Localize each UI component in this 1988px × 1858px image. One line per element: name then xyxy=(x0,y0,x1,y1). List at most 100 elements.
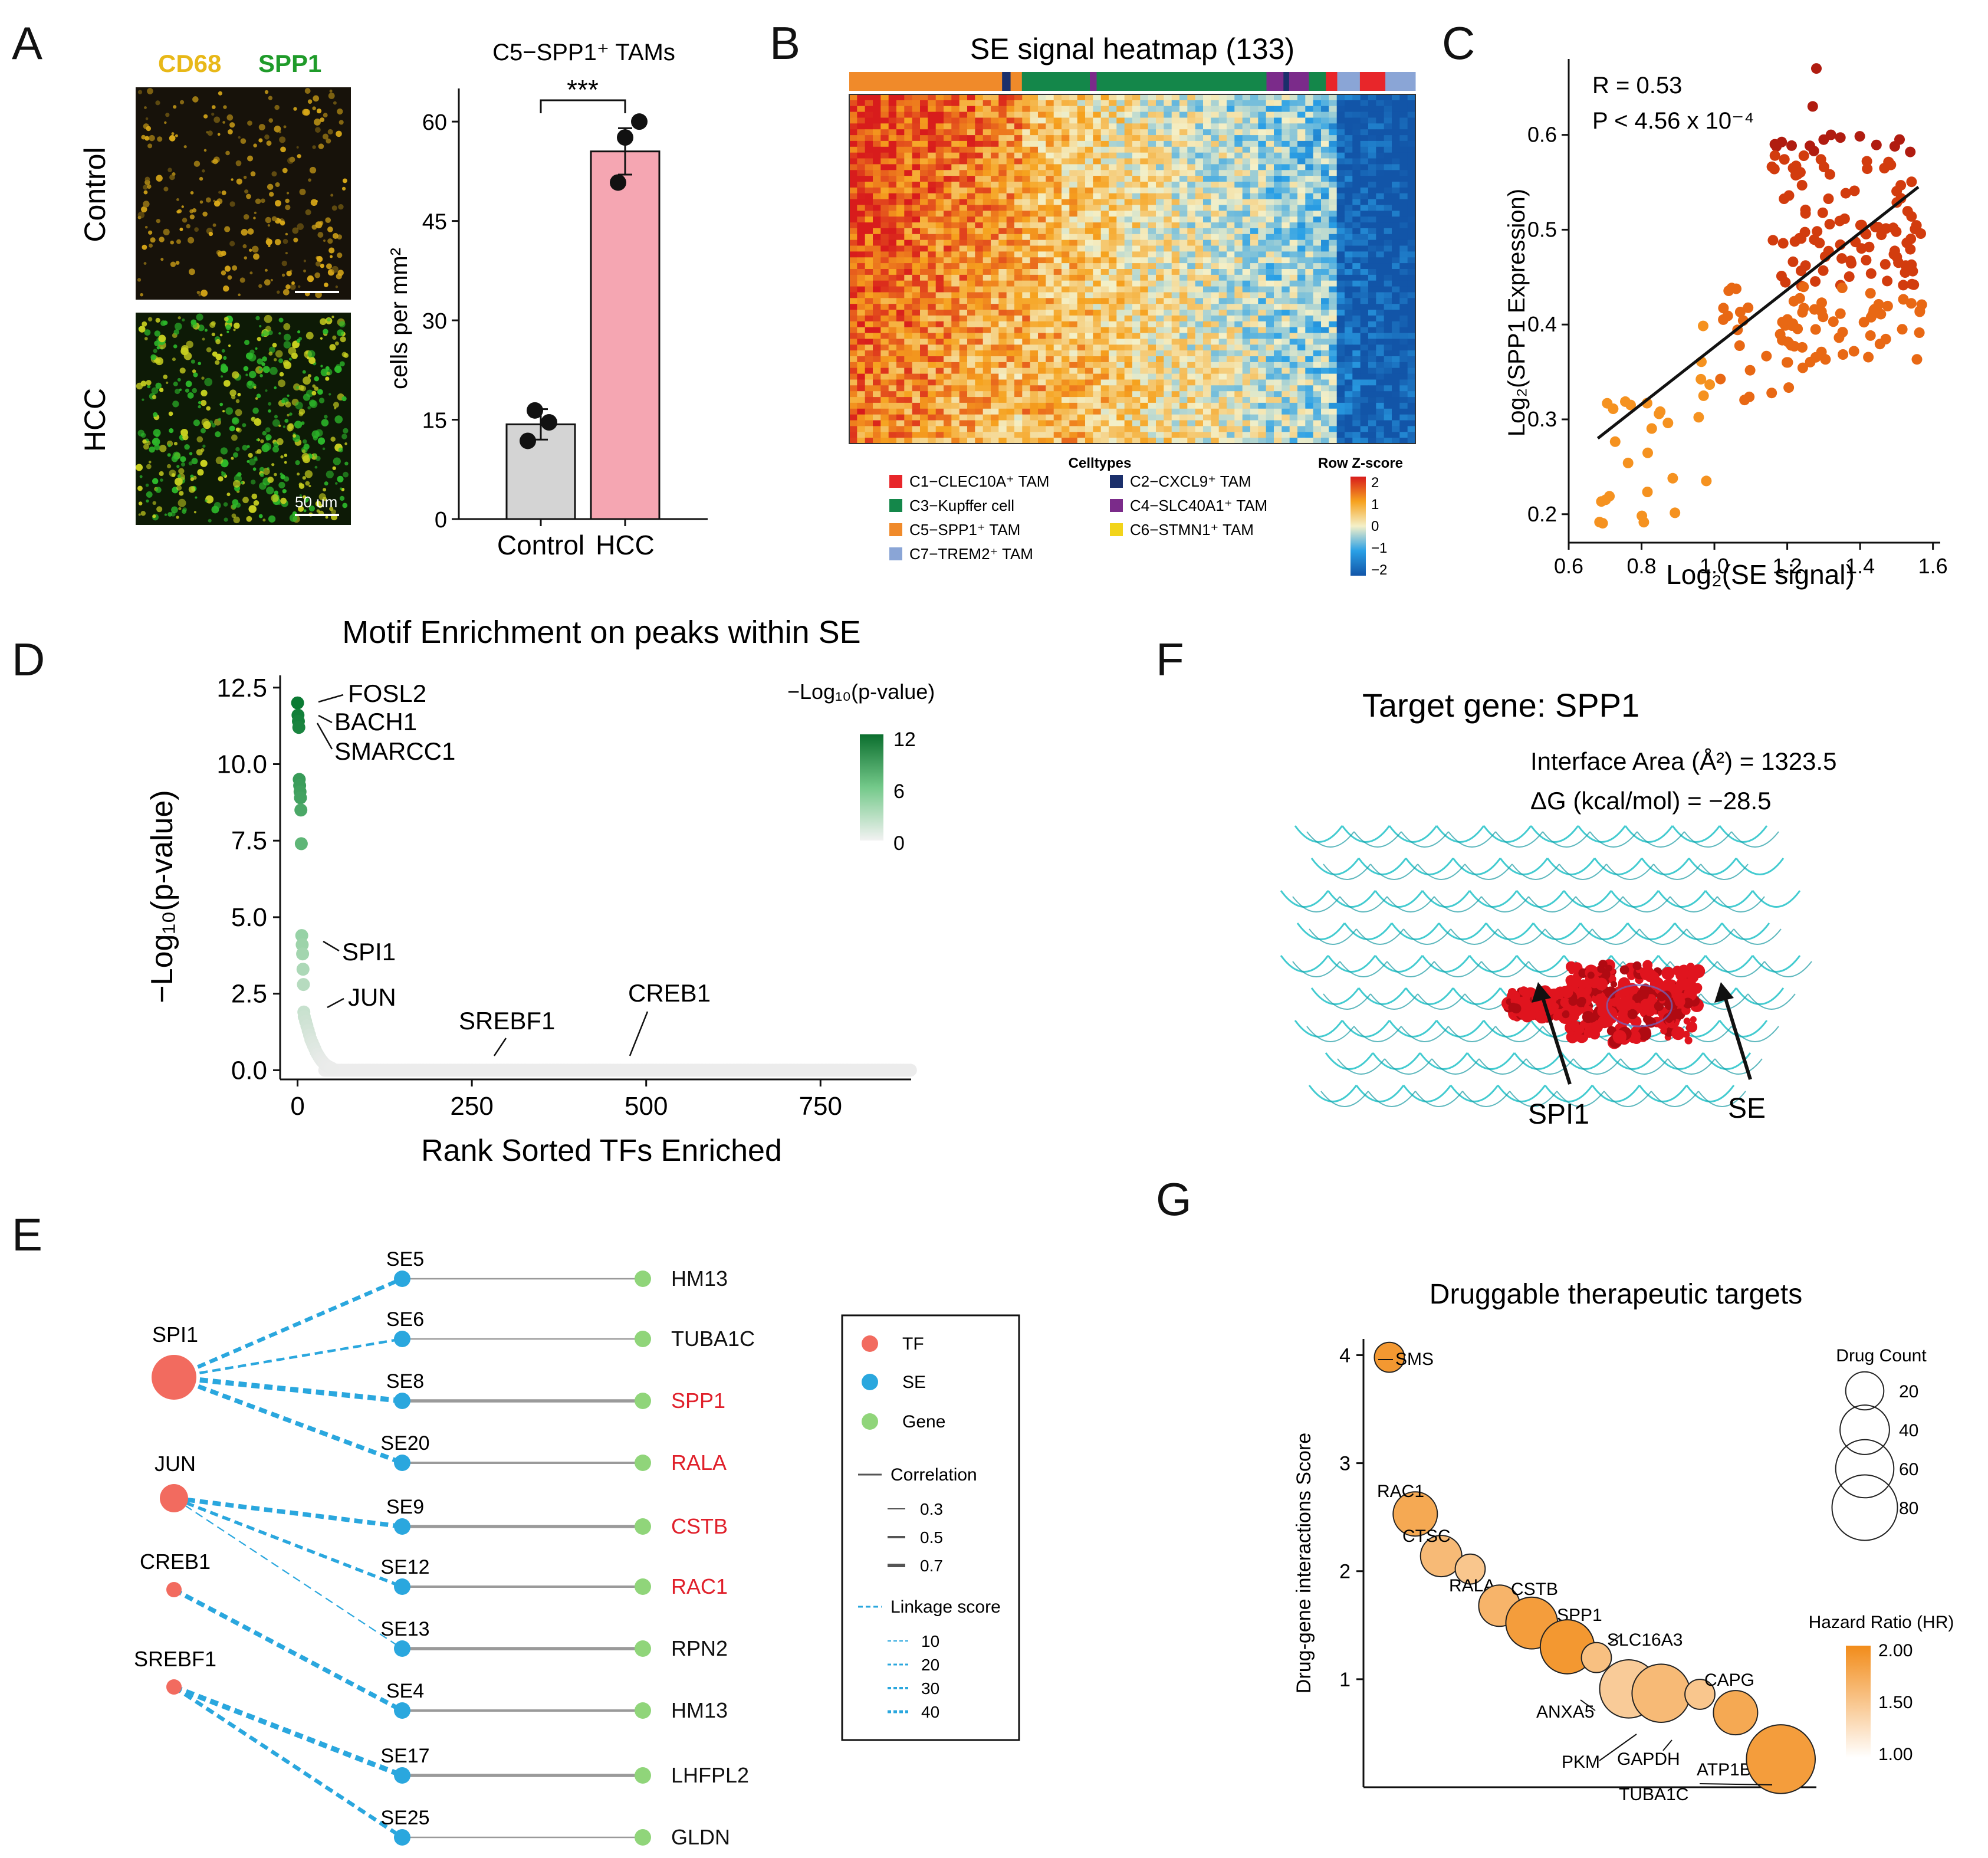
heatmap-cell xyxy=(935,298,944,304)
hcc-cell xyxy=(259,482,267,490)
heatmap-cell xyxy=(1030,158,1039,165)
hcc-cell xyxy=(233,329,236,331)
heatmap-cell xyxy=(1329,164,1338,170)
heatmap-cell xyxy=(1289,94,1298,101)
heatmap-cell xyxy=(857,234,866,241)
heatmap-cell xyxy=(1022,379,1031,386)
heatmap-cell xyxy=(1132,94,1141,101)
hcc-cell xyxy=(282,489,287,494)
heatmap-cell xyxy=(1376,251,1385,258)
hcc-cell xyxy=(295,460,300,465)
heatmap-cell xyxy=(888,373,897,380)
heatmap-cell xyxy=(896,222,905,229)
heatmap-cell xyxy=(1407,327,1416,334)
heatmap-cell xyxy=(928,216,937,223)
heatmap-cell xyxy=(1116,158,1125,165)
heatmap-cell xyxy=(1407,222,1416,229)
heatmap-cell xyxy=(1156,391,1164,398)
heatmap-cell xyxy=(904,222,913,229)
heatmap-cell xyxy=(1203,140,1211,147)
heatmap-cell xyxy=(1281,304,1290,310)
heatmap-cell xyxy=(1195,385,1204,392)
heatmap-cell xyxy=(1203,373,1211,380)
heatmap-cell xyxy=(1132,100,1141,107)
heatmap-cell xyxy=(1085,344,1093,351)
heatmap-cell xyxy=(896,140,905,147)
heatmap-cell xyxy=(1211,339,1220,345)
heatmap-cell xyxy=(928,408,937,415)
heatmap-cell xyxy=(1140,269,1149,275)
heatmap-cell xyxy=(959,106,968,113)
hcc-cell xyxy=(167,453,171,457)
heatmap-cell xyxy=(1038,321,1046,328)
heatmap-cell xyxy=(857,298,866,304)
heatmap-cell xyxy=(912,333,921,339)
heatmap-cell xyxy=(1407,408,1416,415)
heatmap-cell xyxy=(1289,251,1298,258)
heatmap-cell xyxy=(983,129,991,136)
heatmap-cell xyxy=(1187,350,1196,357)
heatmap-cell xyxy=(1360,205,1369,211)
heatmap-cell xyxy=(1227,170,1235,176)
heatmap-cell xyxy=(1321,228,1329,235)
heatmap-cell xyxy=(1345,339,1353,345)
heatmap-cell xyxy=(1014,193,1023,200)
heatmap-cell xyxy=(951,158,960,165)
heatmap-cell xyxy=(888,298,897,304)
cd68-cell xyxy=(178,209,182,214)
heatmap-cell xyxy=(1227,94,1235,101)
heatmap-cell xyxy=(1109,129,1117,136)
heatmap-cell xyxy=(975,274,984,281)
heatmap-cell xyxy=(1046,164,1054,170)
heatmap-cell xyxy=(1274,135,1282,142)
cd68-cell xyxy=(227,275,232,280)
heatmap-cell xyxy=(920,140,928,147)
heatmap-cell xyxy=(1234,420,1243,426)
heatmap-cell xyxy=(1297,339,1306,345)
heatmap-cell xyxy=(1014,356,1023,363)
heatmap-cell xyxy=(944,228,952,235)
heatmap-cell xyxy=(1289,344,1298,351)
heatmap-cell xyxy=(1124,205,1133,211)
heatmap-cell xyxy=(1360,164,1369,170)
heatmap-cell xyxy=(1164,94,1172,101)
heatmap-cell xyxy=(1062,135,1070,142)
cd68-cell xyxy=(217,133,221,136)
heatmap-cell xyxy=(904,420,913,426)
heatmap-cell xyxy=(959,228,968,235)
heatmap-cell xyxy=(849,257,857,264)
heatmap-cell xyxy=(1030,216,1039,223)
heatmap-cell xyxy=(1368,117,1376,124)
heatmap-cell xyxy=(998,414,1007,421)
heatmap-cell xyxy=(928,286,937,293)
heatmap-cell xyxy=(1156,327,1164,334)
heatmap-cell xyxy=(1281,135,1290,142)
heatmap-cell xyxy=(1164,269,1172,275)
heatmap-cell xyxy=(912,106,921,113)
cd68-cell xyxy=(144,106,147,109)
cd68-cell xyxy=(253,216,256,219)
heatmap-cell xyxy=(1100,269,1109,275)
heatmap-cell xyxy=(1132,310,1141,316)
heatmap-cell xyxy=(1258,327,1267,334)
heatmap-cell xyxy=(1227,205,1235,211)
heatmap-cell xyxy=(1250,274,1258,281)
cd68-cell xyxy=(299,188,306,195)
hcc-cell xyxy=(146,464,152,470)
hcc-cell xyxy=(259,467,265,472)
heatmap-cell xyxy=(998,106,1007,113)
heatmap-cell xyxy=(1046,146,1054,153)
heatmap-cell xyxy=(1116,280,1125,287)
heatmap-cell xyxy=(959,274,968,281)
heatmap-cell xyxy=(1124,193,1133,200)
heatmap-cell xyxy=(1093,269,1102,275)
hcc-cell xyxy=(268,402,272,406)
heatmap-cell xyxy=(1368,391,1376,398)
heatmap-cell xyxy=(912,414,921,421)
heatmap-cell xyxy=(1006,129,1015,136)
heatmap-cell xyxy=(1352,402,1361,409)
heatmap-cell xyxy=(1046,187,1054,194)
heatmap-cell xyxy=(1093,187,1102,194)
heatmap-cell xyxy=(975,339,984,345)
heatmap-cell xyxy=(1234,152,1243,159)
